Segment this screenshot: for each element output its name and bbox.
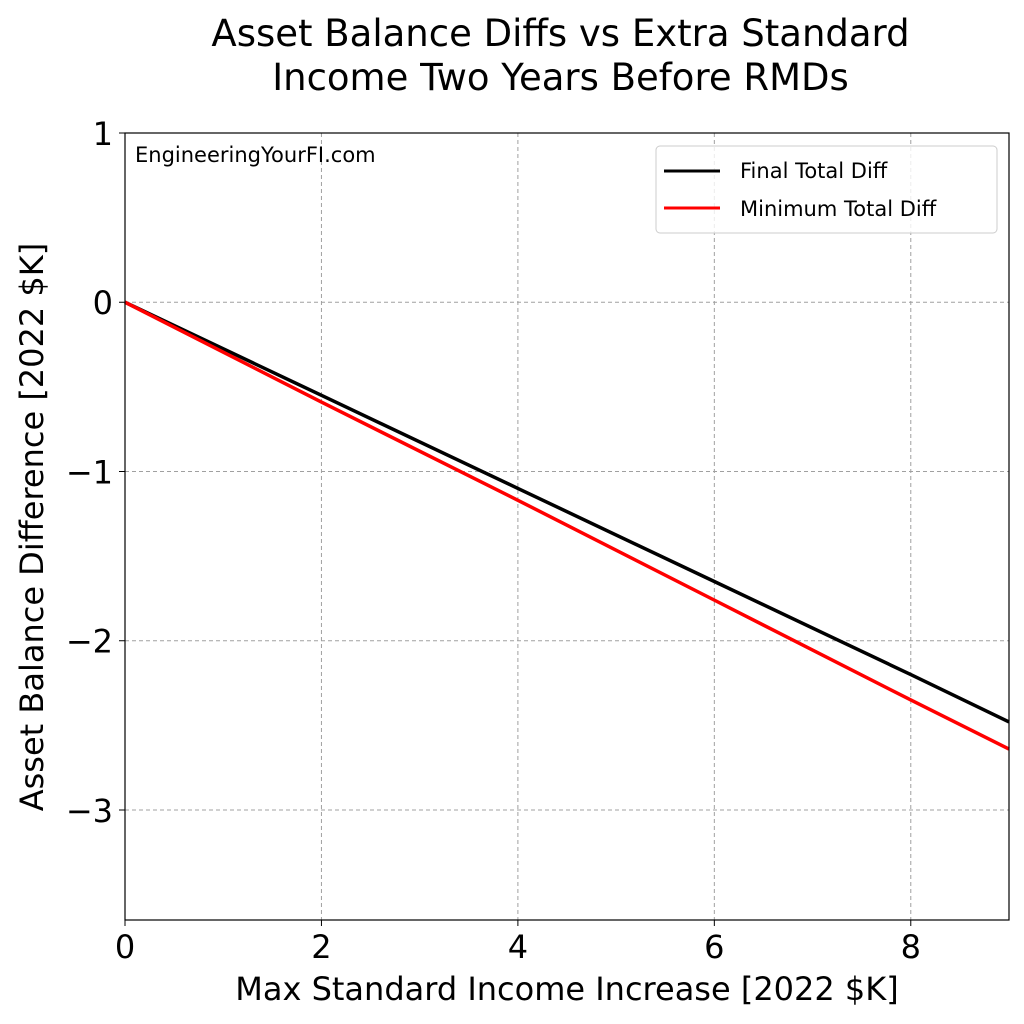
legend-label-final-total-diff: Final Total Diff (740, 159, 888, 183)
series-line-minimum-total-diff (124, 300, 1010, 751)
y-tick-label: 0 (93, 284, 113, 322)
x-tick-label: 4 (508, 928, 528, 966)
x-tick-label: 0 (115, 928, 135, 966)
legend: Final Total Diff Minimum Total Diff (655, 145, 998, 234)
y-tick-label: −2 (66, 623, 113, 661)
x-axis-label: Max Standard Income Increase [2022 $K] (235, 970, 899, 1008)
series-line-final-total-diff (124, 300, 1010, 724)
data-series (124, 300, 1010, 751)
y-tick-label: −1 (66, 453, 113, 491)
grid-lines (125, 133, 1009, 920)
x-tick-label: 8 (901, 928, 921, 966)
y-tick-label: 1 (93, 115, 113, 153)
y-tick-label: −3 (66, 792, 113, 830)
chart-title-line-1: Asset Balance Diffs vs Extra Standard (211, 12, 910, 55)
legend-box (655, 145, 998, 234)
x-tick-label: 6 (704, 928, 724, 966)
legend-label-minimum-total-diff: Minimum Total Diff (740, 197, 937, 221)
y-axis-ticks: 1 0 −1 −2 −3 (66, 115, 125, 830)
y-axis-label: Asset Balance Difference [2022 $K] (13, 243, 51, 812)
x-axis-ticks: 0 2 4 6 8 (115, 920, 921, 966)
chart-title: Asset Balance Diffs vs Extra Standard In… (0, 12, 1024, 100)
chart-title-line-2: Income Two Years Before RMDs (272, 56, 849, 99)
watermark-annotation: EngineeringYourFI.com (135, 143, 376, 167)
plot-frame (124, 132, 1010, 921)
x-tick-label: 2 (311, 928, 331, 966)
